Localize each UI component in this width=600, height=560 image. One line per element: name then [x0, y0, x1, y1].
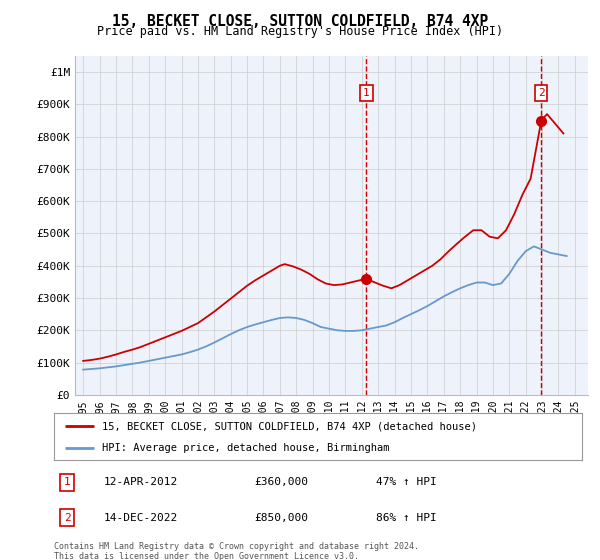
- Text: 15, BECKET CLOSE, SUTTON COLDFIELD, B74 4XP: 15, BECKET CLOSE, SUTTON COLDFIELD, B74 …: [112, 14, 488, 29]
- Text: 15, BECKET CLOSE, SUTTON COLDFIELD, B74 4XP (detached house): 15, BECKET CLOSE, SUTTON COLDFIELD, B74 …: [101, 421, 476, 431]
- Text: 12-APR-2012: 12-APR-2012: [104, 477, 178, 487]
- Text: 2: 2: [64, 512, 71, 522]
- Text: 1: 1: [363, 88, 370, 98]
- Text: £850,000: £850,000: [254, 512, 308, 522]
- Text: HPI: Average price, detached house, Birmingham: HPI: Average price, detached house, Birm…: [101, 444, 389, 454]
- Text: 86% ↑ HPI: 86% ↑ HPI: [376, 512, 437, 522]
- Text: 47% ↑ HPI: 47% ↑ HPI: [376, 477, 437, 487]
- Text: 2: 2: [538, 88, 545, 98]
- Text: 1: 1: [64, 477, 71, 487]
- Text: Contains HM Land Registry data © Crown copyright and database right 2024.
This d: Contains HM Land Registry data © Crown c…: [54, 542, 419, 560]
- Text: £360,000: £360,000: [254, 477, 308, 487]
- Text: 14-DEC-2022: 14-DEC-2022: [104, 512, 178, 522]
- Text: Price paid vs. HM Land Registry's House Price Index (HPI): Price paid vs. HM Land Registry's House …: [97, 25, 503, 38]
